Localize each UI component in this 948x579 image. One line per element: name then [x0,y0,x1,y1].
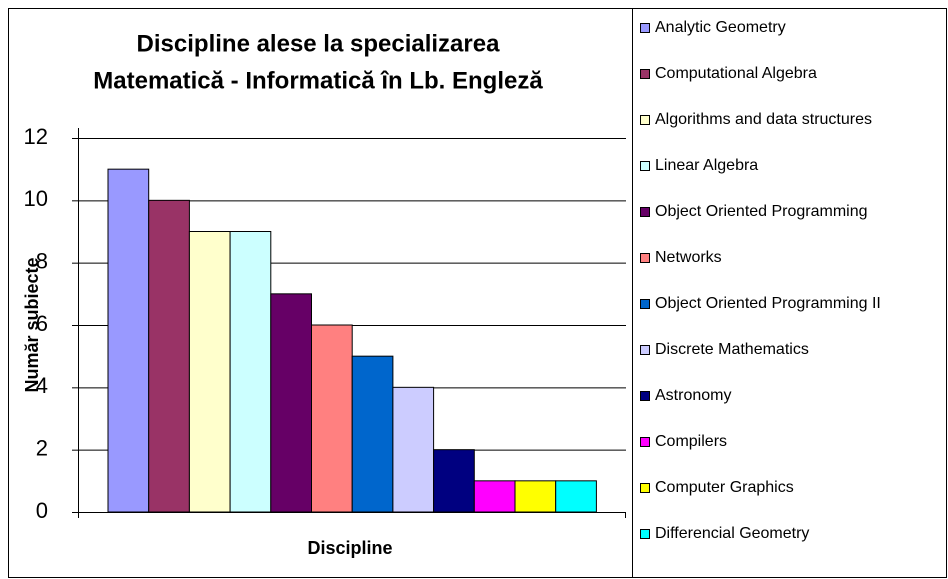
bar [229,231,272,513]
bar [311,324,353,513]
bar [270,293,312,513]
bar [433,449,475,513]
legend-label: Differencial Geometry [655,525,809,542]
legend-label: Astronomy [655,387,731,404]
legend-label: Discrete Mathematics [655,341,809,358]
bar [555,480,597,513]
legend-swatch [640,253,650,263]
legend-label: Object Oriented Programming II [655,295,881,312]
legend-label: Computational Algebra [655,65,817,82]
y-tick-label: 6 [36,311,48,336]
y-tick-label: 12 [24,124,48,149]
bar [107,168,150,513]
legend-label: Linear Algebra [655,157,758,174]
legend-label: Algorithms and data structures [655,111,872,128]
y-tick-label: 8 [36,248,48,273]
bar [473,480,516,513]
legend-swatch [640,345,650,355]
legend-swatch [640,483,650,493]
legend-swatch [640,69,650,79]
bar [148,199,190,513]
bar [514,480,557,513]
bar [392,386,435,513]
legend-swatch [640,529,650,539]
legend-swatch [640,207,650,217]
y-axis-title: Număr subiecte [22,257,42,392]
y-tick-label: 0 [36,498,48,523]
legend-swatch [640,299,650,309]
legend-swatch [640,437,650,447]
chart-title: Discipline alese la specializarea [137,30,501,57]
chart-title: Matematică - Informatică în Lb. Engleză [93,67,543,94]
legend-swatch [640,161,650,171]
y-tick-label: 4 [36,373,48,398]
x-axis-title: Discipline [307,538,392,558]
legend-label: Object Oriented Programming [655,203,868,220]
legend-swatch [640,115,650,125]
bar [188,231,231,513]
y-tick-label: 2 [36,435,48,460]
legend-swatch [640,23,650,33]
legend-label: Compilers [655,433,727,450]
legend-swatch [640,391,650,401]
y-tick-label: 10 [24,186,48,211]
legend-label: Networks [655,249,722,266]
bar [351,355,394,513]
legend-label: Analytic Geometry [655,19,786,36]
legend-label: Computer Graphics [655,479,794,496]
